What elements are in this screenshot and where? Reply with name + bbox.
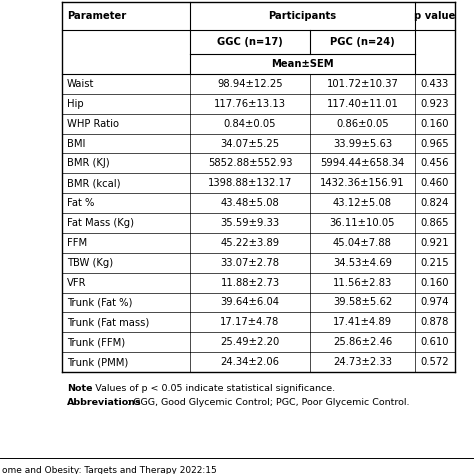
Text: VFR: VFR	[67, 278, 86, 288]
Text: 43.48±5.08: 43.48±5.08	[220, 198, 279, 208]
Text: 0.215: 0.215	[421, 258, 449, 268]
Text: 117.76±13.13: 117.76±13.13	[214, 99, 286, 109]
Text: 17.17±4.78: 17.17±4.78	[220, 317, 280, 328]
Text: 34.07±5.25: 34.07±5.25	[220, 138, 280, 148]
Text: : GGG, Good Glycemic Control; PGC, Poor Glycemic Control.: : GGG, Good Glycemic Control; PGC, Poor …	[127, 398, 410, 407]
Text: 0.572: 0.572	[421, 357, 449, 367]
Text: 5994.44±658.34: 5994.44±658.34	[320, 158, 405, 168]
Text: p value: p value	[414, 11, 456, 21]
Text: 17.41±4.89: 17.41±4.89	[333, 317, 392, 328]
Text: 0.921: 0.921	[421, 238, 449, 248]
Text: 0.878: 0.878	[421, 317, 449, 328]
Text: 39.64±6.04: 39.64±6.04	[220, 298, 280, 308]
Text: 33.99±5.63: 33.99±5.63	[333, 138, 392, 148]
Text: BMR (KJ): BMR (KJ)	[67, 158, 109, 168]
Text: Abbreviations: Abbreviations	[67, 398, 142, 407]
Text: 0.460: 0.460	[421, 178, 449, 188]
Text: Participants: Participants	[268, 11, 337, 21]
Text: Waist: Waist	[67, 79, 94, 89]
Text: 24.73±2.33: 24.73±2.33	[333, 357, 392, 367]
Text: PGC (n=24): PGC (n=24)	[330, 37, 395, 47]
Text: Fat Mass (Kg): Fat Mass (Kg)	[67, 218, 134, 228]
Text: 0.865: 0.865	[421, 218, 449, 228]
Text: 34.53±4.69: 34.53±4.69	[333, 258, 392, 268]
Text: 45.04±7.88: 45.04±7.88	[333, 238, 392, 248]
Text: : Values of p < 0.05 indicate statistical significance.: : Values of p < 0.05 indicate statistica…	[89, 384, 335, 393]
Text: 0.923: 0.923	[421, 99, 449, 109]
Text: BMI: BMI	[67, 138, 85, 148]
Text: 0.974: 0.974	[421, 298, 449, 308]
Text: 0.610: 0.610	[421, 337, 449, 347]
Text: FFM: FFM	[67, 238, 87, 248]
Text: 0.456: 0.456	[421, 158, 449, 168]
Text: 117.40±11.01: 117.40±11.01	[327, 99, 399, 109]
Text: 101.72±10.37: 101.72±10.37	[327, 79, 399, 89]
Text: 0.965: 0.965	[421, 138, 449, 148]
Text: Parameter: Parameter	[67, 11, 126, 21]
Text: Trunk (Fat %): Trunk (Fat %)	[67, 298, 132, 308]
Text: 1432.36±156.91: 1432.36±156.91	[320, 178, 405, 188]
Text: ome and Obesity: Targets and Therapy 2022:15: ome and Obesity: Targets and Therapy 202…	[2, 466, 217, 474]
Text: TBW (Kg): TBW (Kg)	[67, 258, 113, 268]
Text: 0.160: 0.160	[421, 118, 449, 128]
Text: 33.07±2.78: 33.07±2.78	[220, 258, 280, 268]
Text: WHP Ratio: WHP Ratio	[67, 118, 119, 128]
Text: 39.58±5.62: 39.58±5.62	[333, 298, 392, 308]
Text: GGC (n=17): GGC (n=17)	[217, 37, 283, 47]
Text: Fat %: Fat %	[67, 198, 94, 208]
Text: 0.160: 0.160	[421, 278, 449, 288]
Text: 0.824: 0.824	[421, 198, 449, 208]
Text: BMR (kcal): BMR (kcal)	[67, 178, 120, 188]
Text: 0.84±0.05: 0.84±0.05	[224, 118, 276, 128]
Text: 1398.88±132.17: 1398.88±132.17	[208, 178, 292, 188]
Text: 24.34±2.06: 24.34±2.06	[220, 357, 280, 367]
Text: Trunk (PMM): Trunk (PMM)	[67, 357, 128, 367]
Text: 43.12±5.08: 43.12±5.08	[333, 198, 392, 208]
Text: 11.56±2.83: 11.56±2.83	[333, 278, 392, 288]
Text: 25.86±2.46: 25.86±2.46	[333, 337, 392, 347]
Text: 35.59±9.33: 35.59±9.33	[220, 218, 280, 228]
Text: Note: Note	[67, 384, 92, 393]
Text: 0.433: 0.433	[421, 79, 449, 89]
Text: 36.11±10.05: 36.11±10.05	[330, 218, 395, 228]
Text: Trunk (Fat mass): Trunk (Fat mass)	[67, 317, 149, 328]
Text: 25.49±2.20: 25.49±2.20	[220, 337, 280, 347]
Text: Mean±SEM: Mean±SEM	[271, 59, 334, 69]
Text: Trunk (FFM): Trunk (FFM)	[67, 337, 125, 347]
Text: 0.86±0.05: 0.86±0.05	[336, 118, 389, 128]
Text: 98.94±12.25: 98.94±12.25	[217, 79, 283, 89]
Text: 45.22±3.89: 45.22±3.89	[220, 238, 280, 248]
Text: 11.88±2.73: 11.88±2.73	[220, 278, 280, 288]
Text: 5852.88±552.93: 5852.88±552.93	[208, 158, 292, 168]
Text: Hip: Hip	[67, 99, 83, 109]
